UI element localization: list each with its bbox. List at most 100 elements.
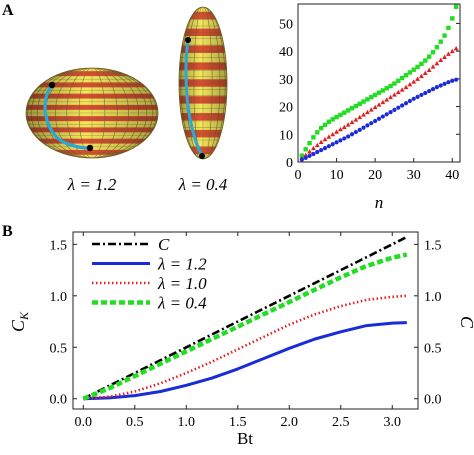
scatter-point-red: [330, 131, 336, 137]
scatter-point-blue: [384, 112, 389, 117]
scatter-point-green: [399, 75, 405, 81]
scatter-point-red: [307, 149, 312, 154]
scatter-point-green: [407, 70, 413, 75]
scatter-point-red: [419, 73, 424, 79]
scatter-x-axis-label: n: [375, 193, 384, 212]
scatter-point-green: [299, 153, 305, 158]
scatter-point-green: [372, 92, 378, 98]
path-start-dot: [48, 81, 56, 89]
scatter-point-blue: [396, 105, 401, 110]
scatter-point-blue: [326, 144, 331, 149]
panel-label-a: A: [2, 2, 14, 19]
scatter-point-green: [369, 94, 374, 100]
x-tick-label: 20: [368, 168, 382, 183]
scatter-point-blue: [349, 132, 355, 137]
scatter-point-green: [349, 106, 355, 111]
scatter-point-red: [326, 134, 332, 139]
spheroid-prolate: [178, 6, 228, 160]
scatter-point-green: [384, 86, 389, 91]
scatter-point-blue: [430, 86, 436, 92]
scatter-point-red: [399, 87, 405, 92]
line-legend: Cλ = 1.2λ = 1.0λ = 0.4: [92, 235, 207, 313]
scatter-point-green: [453, 4, 459, 9]
scatter-point-blue: [299, 157, 304, 162]
x-tick-label: 30: [407, 168, 421, 183]
legend-label: λ = 1.0: [157, 274, 207, 293]
scatter-point-red: [384, 97, 390, 102]
legend-label: λ = 0.4: [157, 294, 207, 313]
scatter-point-blue: [380, 114, 385, 119]
scatter-point-red: [380, 99, 386, 105]
scatter-point-red: [449, 48, 455, 54]
scatter-point-red: [303, 152, 309, 158]
y-tick-label: 50: [279, 17, 293, 32]
scatter-point-red: [311, 145, 316, 151]
scatter-point-red: [411, 79, 417, 84]
x-tick-label: 0.0: [75, 415, 93, 430]
x-tick-label: 2.0: [281, 415, 299, 430]
geodesic-path-oblate: [43, 83, 92, 150]
scatter-point-green: [430, 50, 436, 55]
scatter-point-green: [426, 54, 432, 59]
scatter-point-green: [388, 83, 393, 89]
scatter-point-blue: [450, 78, 455, 83]
scatter-point-red: [376, 102, 382, 107]
scatter-point-blue: [392, 107, 397, 112]
spheroid-prolate-label: λ = 0.4: [178, 175, 228, 194]
scatter-point-red: [349, 119, 355, 125]
scatter-point-red: [314, 142, 320, 148]
y-tick-label: 10: [279, 128, 293, 143]
scatter-point-blue: [307, 153, 312, 159]
scatter-point-green: [334, 114, 339, 120]
scatter-point-green: [438, 39, 443, 44]
scatter-point-green: [376, 90, 382, 95]
line-chart: 0.0 0.5 1.0 1.5 2.0 2.5 3.0 0.0 0.0 0.5 0.5 1.0 1.0 1…: [8, 231, 474, 448]
scatter-axes: 0 10 20 30 40 0 10 20 30 40 50: [279, 17, 460, 183]
scatter-point-red: [318, 139, 324, 145]
scatter-point-blue: [415, 94, 420, 99]
scatter-point-green: [403, 73, 409, 78]
scatter-point-red: [407, 81, 413, 87]
scatter-point-blue: [442, 81, 447, 86]
legend-label: λ = 1.2: [157, 255, 207, 274]
scatter-point-blue: [330, 142, 335, 147]
scatter-point-green: [345, 108, 351, 113]
scatter-point-blue: [319, 147, 324, 153]
scatter-point-red: [372, 104, 378, 110]
scatter-point-blue: [434, 85, 439, 90]
scatter-point-red: [345, 122, 351, 127]
scatter-point-red: [341, 124, 347, 130]
x-tick-label: 0: [295, 168, 302, 183]
scatter-point-green: [446, 25, 451, 31]
x-tick-label: 1.0: [178, 415, 196, 430]
scatter-point-blue: [303, 155, 308, 160]
scatter-point-blue: [373, 118, 378, 124]
scatter-point-green: [423, 58, 428, 63]
scatter-point-red: [392, 92, 397, 97]
scatter-point-green: [415, 64, 420, 70]
scatter-point-green: [396, 78, 401, 83]
scatter-point-blue: [357, 127, 362, 132]
scatter-point-blue: [427, 88, 432, 94]
y-tick-label-right: 0.5: [424, 341, 442, 356]
scatter-point-blue: [376, 116, 382, 121]
scatter-point-blue: [438, 83, 443, 88]
scatter-point-red: [453, 45, 459, 51]
path-end-dot: [86, 144, 94, 152]
scatter-point-blue: [361, 125, 366, 130]
panel-label-b: B: [2, 223, 13, 240]
scatter-point-blue: [346, 134, 351, 139]
scatter-point-blue: [338, 138, 343, 143]
scatter-point-blue: [400, 103, 405, 108]
line-plot-frame: [72, 231, 419, 410]
scatter-point-red: [438, 57, 444, 62]
scatter-plot-frame: [297, 3, 461, 163]
scatter-point-blue: [411, 96, 416, 101]
y-tick-label: 20: [279, 101, 293, 116]
x-tick-label: 10: [330, 168, 344, 183]
y-tick-label: 1.5: [50, 238, 68, 253]
scatter-point-red: [426, 67, 432, 72]
line-axes: 0.0 0.5 1.0 1.5 2.0 2.5 3.0 0.0 0.0 0.5 0.5 1.0 1.0 1…: [50, 232, 442, 430]
scatter-point-green: [419, 61, 424, 67]
scatter-point-red: [442, 54, 447, 59]
